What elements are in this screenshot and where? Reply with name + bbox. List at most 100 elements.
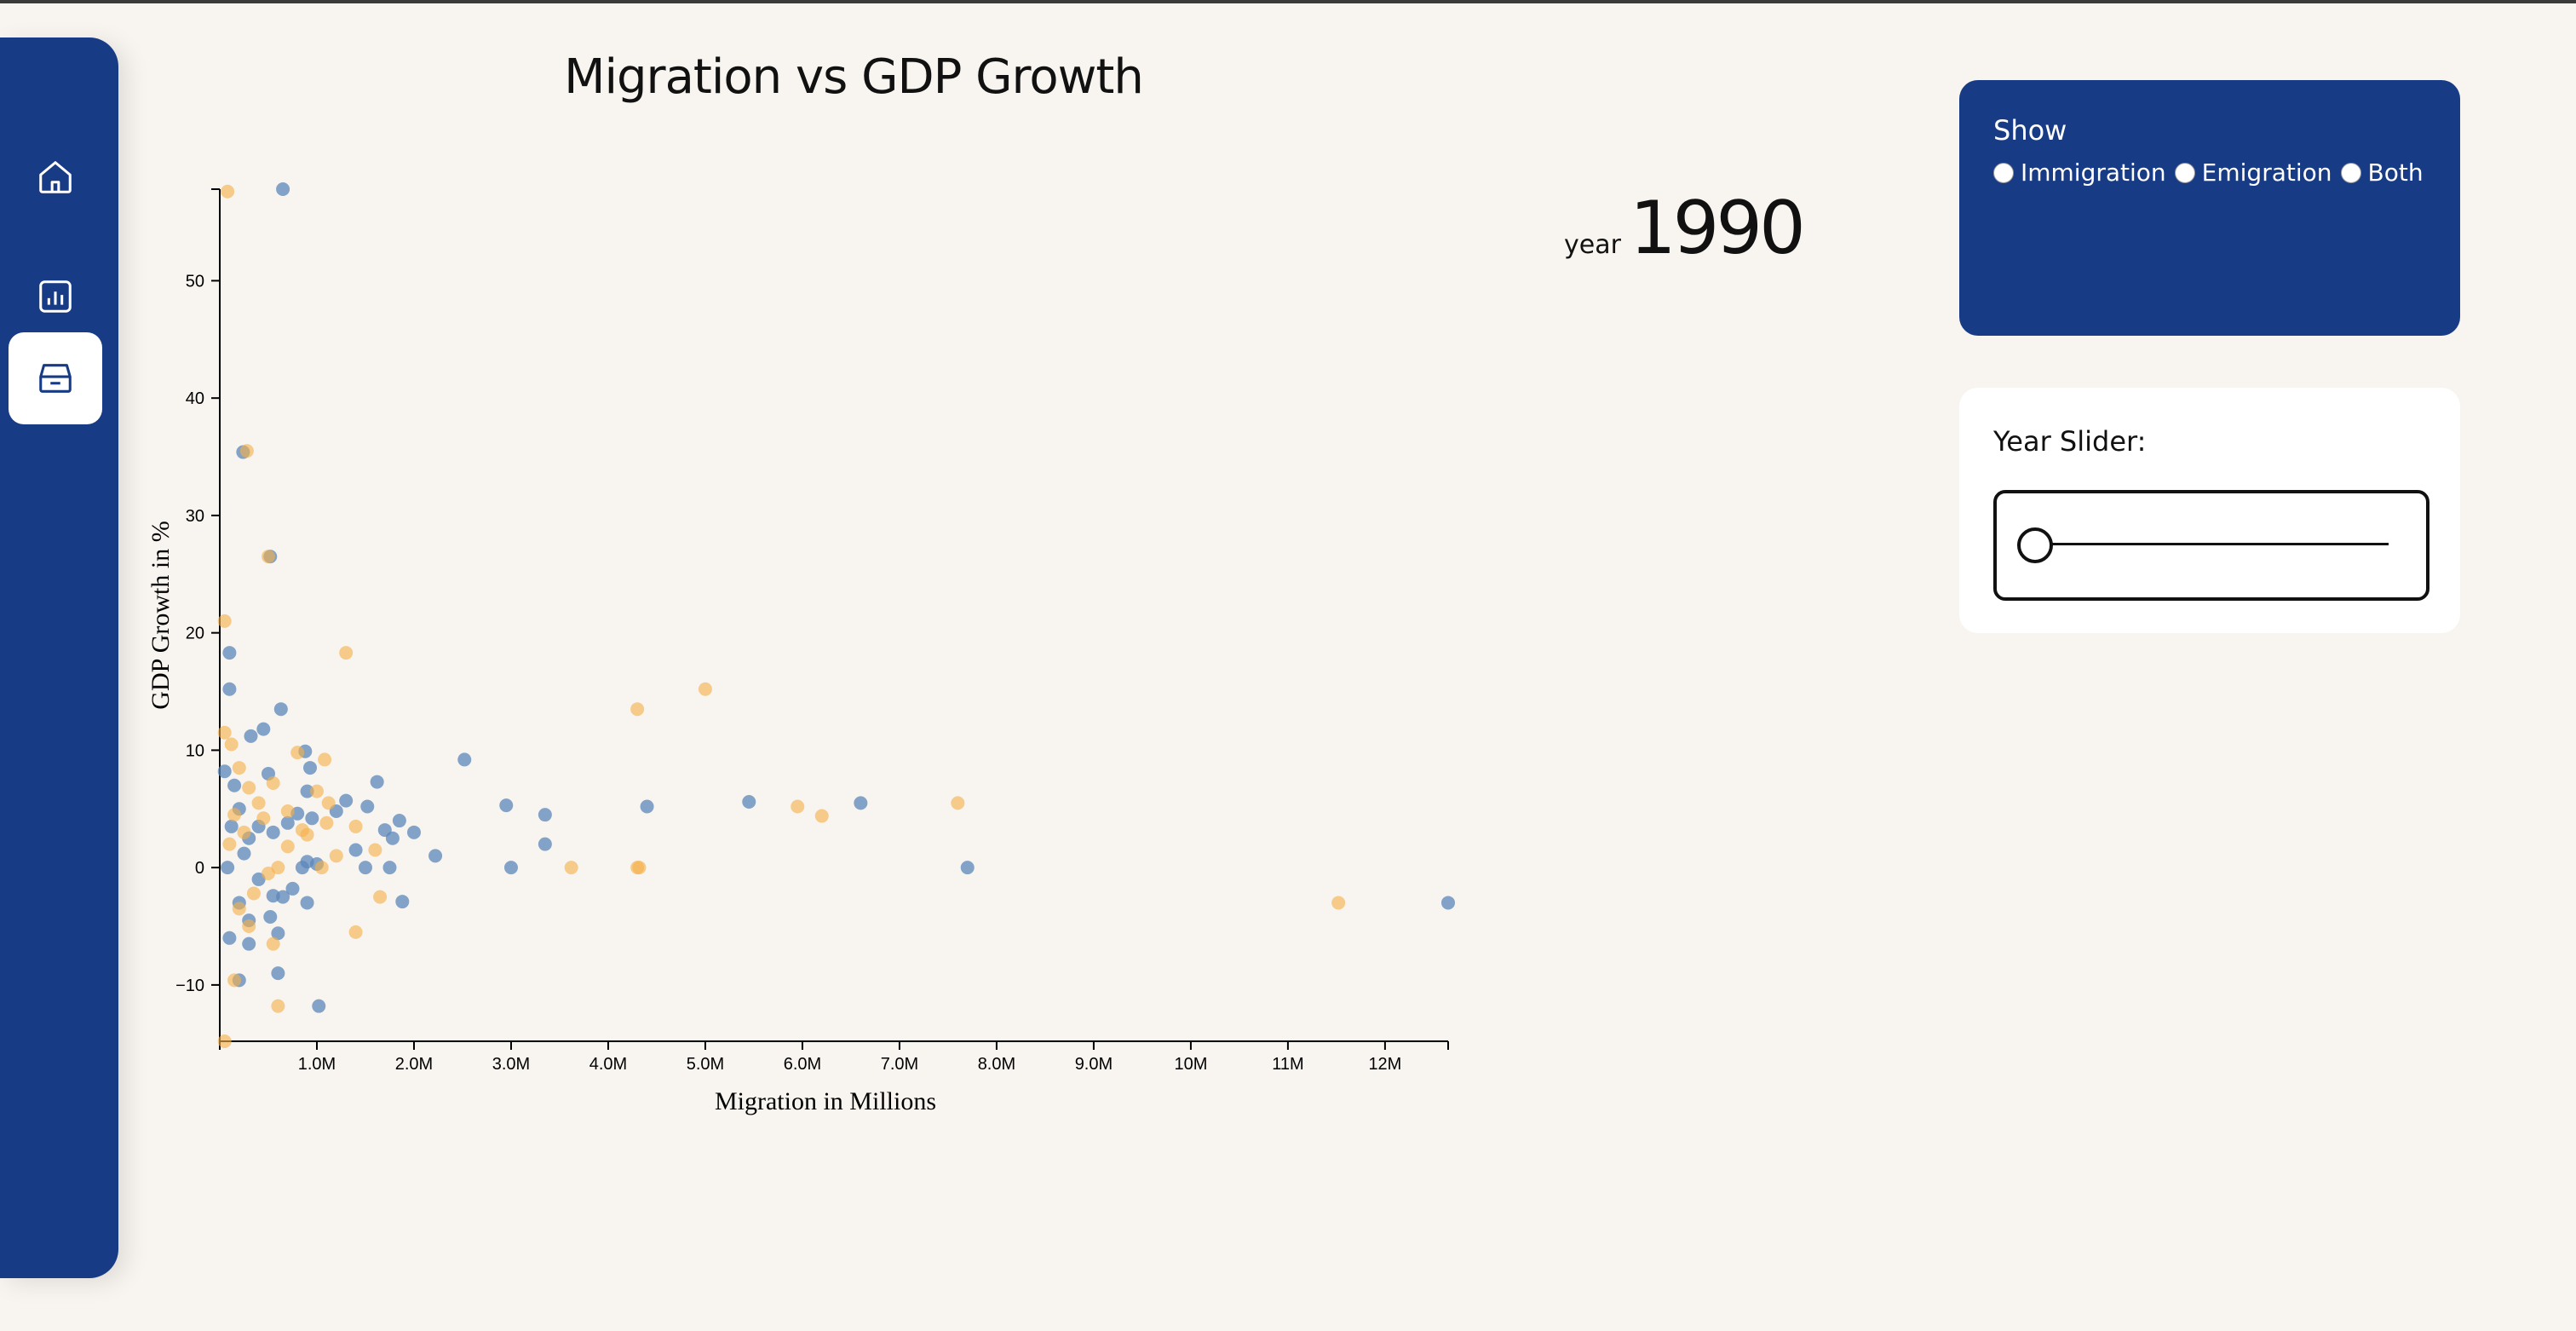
data-point bbox=[217, 1034, 232, 1048]
data-point bbox=[217, 725, 232, 740]
data-point bbox=[348, 819, 363, 833]
radio-emigration[interactable]: Emigration bbox=[2174, 158, 2332, 187]
data-point bbox=[348, 925, 363, 939]
data-point bbox=[256, 722, 271, 736]
x-tick-label: 10M bbox=[1174, 1055, 1207, 1074]
data-point bbox=[329, 849, 343, 863]
data-point bbox=[221, 184, 235, 199]
year-label: year bbox=[1564, 230, 1621, 260]
data-point bbox=[227, 808, 242, 822]
year-slider[interactable] bbox=[1993, 490, 2429, 601]
slider-track[interactable] bbox=[2048, 543, 2389, 545]
data-point bbox=[791, 799, 805, 814]
data-point bbox=[339, 646, 354, 660]
scatter-chart: 1.0M 2.0M 3.0M 4.0M 5.0M 6.0M 7.0M 8.0M 9.0M 10M 1… bbox=[147, 182, 1455, 1115]
x-tick-label: 8.0M bbox=[978, 1055, 1015, 1074]
data-point bbox=[271, 999, 285, 1013]
x-tick-label: 5.0M bbox=[687, 1055, 724, 1074]
data-point bbox=[503, 861, 518, 875]
y-tick-label: 20 bbox=[186, 625, 204, 643]
data-point bbox=[285, 881, 300, 896]
data-point bbox=[312, 999, 326, 1013]
year-value: 1990 bbox=[1629, 186, 1806, 271]
data-point bbox=[370, 775, 384, 789]
data-point bbox=[698, 682, 712, 696]
data-point bbox=[300, 784, 314, 798]
data-point bbox=[392, 814, 406, 828]
data-point bbox=[261, 867, 275, 881]
data-point bbox=[854, 796, 868, 810]
y-axis-label: GDP Growth in % bbox=[147, 521, 175, 709]
data-point bbox=[305, 811, 319, 826]
data-point bbox=[266, 936, 280, 951]
data-point bbox=[319, 815, 334, 830]
y-tick-label: 40 bbox=[186, 389, 204, 408]
year-slider-label: Year Slider: bbox=[1993, 425, 2147, 458]
data-point bbox=[358, 861, 372, 875]
data-point bbox=[232, 902, 246, 916]
data-point bbox=[271, 966, 285, 981]
data-point bbox=[261, 550, 275, 564]
inbox-icon bbox=[39, 364, 72, 393]
data-point bbox=[263, 909, 278, 924]
sidebar-item-charts[interactable] bbox=[9, 251, 102, 343]
x-tick-label: 12M bbox=[1368, 1055, 1401, 1074]
data-point bbox=[266, 889, 280, 903]
year-display: year 1990 bbox=[1564, 186, 1806, 271]
y-tick-label: 30 bbox=[186, 507, 204, 526]
radio-label: Both bbox=[2367, 158, 2424, 187]
data-point bbox=[1331, 896, 1346, 910]
data-point bbox=[217, 614, 232, 628]
data-point bbox=[373, 890, 388, 904]
home-icon bbox=[39, 161, 72, 193]
data-point bbox=[309, 784, 324, 798]
data-point bbox=[273, 702, 288, 717]
sidebar-item-inbox[interactable] bbox=[9, 332, 102, 424]
data-point bbox=[339, 793, 354, 808]
x-tick-label: 6.0M bbox=[784, 1055, 821, 1074]
data-point bbox=[227, 778, 242, 792]
data-point bbox=[276, 182, 290, 196]
data-point bbox=[244, 729, 258, 743]
data-point bbox=[232, 761, 246, 775]
data-point bbox=[222, 837, 237, 851]
sidebar-item-home[interactable] bbox=[9, 131, 102, 223]
window-top-border bbox=[0, 0, 2576, 3]
y-tick-label: 50 bbox=[186, 272, 204, 291]
slider-thumb[interactable] bbox=[2017, 527, 2053, 563]
data-point bbox=[242, 781, 256, 795]
data-point bbox=[385, 831, 400, 845]
page-title: Migration vs GDP Growth bbox=[564, 49, 1144, 105]
radio-button[interactable] bbox=[1993, 162, 2014, 183]
data-point bbox=[321, 796, 336, 810]
x-tick-label: 3.0M bbox=[492, 1055, 530, 1074]
data-point bbox=[348, 843, 363, 857]
data-point bbox=[290, 746, 305, 760]
y-tick-label: 0 bbox=[195, 859, 204, 878]
data-point bbox=[295, 823, 309, 838]
data-point bbox=[630, 702, 645, 717]
x-tick-label: 9.0M bbox=[1075, 1055, 1113, 1074]
data-point bbox=[814, 809, 829, 823]
radio-both[interactable]: Both bbox=[2340, 158, 2424, 187]
radio-button[interactable] bbox=[2340, 162, 2361, 183]
data-point bbox=[266, 825, 280, 839]
data-point bbox=[295, 861, 309, 875]
y-tick-label: −10 bbox=[175, 977, 204, 995]
radio-button[interactable] bbox=[2174, 162, 2195, 183]
data-point bbox=[246, 886, 261, 901]
data-point bbox=[222, 646, 237, 660]
data-point bbox=[960, 861, 975, 875]
data-point bbox=[457, 752, 472, 767]
x-tick-label: 4.0M bbox=[589, 1055, 627, 1074]
data-point bbox=[314, 861, 329, 875]
data-point bbox=[237, 846, 251, 861]
data-point bbox=[564, 861, 578, 875]
data-point bbox=[640, 799, 654, 814]
data-point bbox=[300, 896, 314, 910]
radio-immigration[interactable]: Immigration bbox=[1993, 158, 2166, 187]
data-point bbox=[1441, 896, 1455, 910]
data-point bbox=[237, 825, 251, 839]
data-point bbox=[224, 737, 239, 752]
data-point bbox=[256, 811, 271, 826]
